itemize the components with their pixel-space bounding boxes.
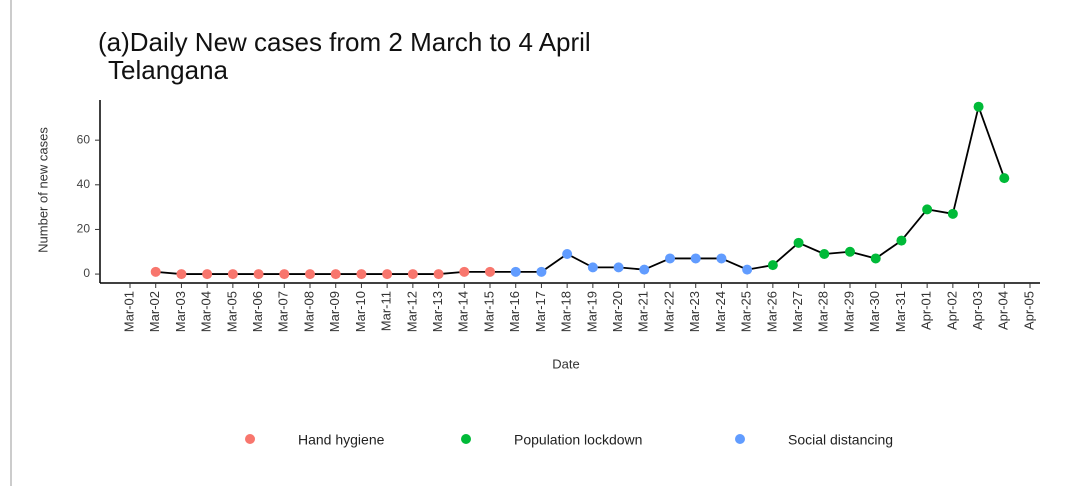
point [896, 235, 907, 246]
point [587, 262, 598, 273]
x-tick-label: Mar-31 [893, 291, 908, 332]
point [690, 253, 701, 264]
x-axis-label: Date [552, 356, 579, 371]
x-tick-label: Apr-01 [919, 291, 934, 330]
legend-label: Social distancing [788, 432, 893, 448]
point [665, 253, 675, 264]
line-segment [875, 239, 902, 260]
x-tick-label: Mar-09 [327, 291, 342, 332]
point [150, 266, 161, 277]
x-tick-label: Mar-10 [353, 291, 368, 332]
x-tick-label: Apr-03 [970, 291, 985, 330]
y-tick-label: 20 [77, 222, 91, 236]
point [613, 262, 624, 273]
legend-swatch [245, 434, 255, 444]
x-tick-label: Mar-22 [661, 291, 676, 332]
point [485, 266, 495, 277]
point [639, 264, 650, 275]
point [947, 208, 958, 219]
line-segment [951, 106, 980, 215]
x-tick-label: Mar-01 [121, 291, 136, 332]
point [253, 269, 264, 280]
x-tick-label: Mar-30 [867, 291, 882, 332]
x-tick-label: Mar-18 [559, 291, 574, 332]
point [562, 248, 573, 259]
x-tick-label: Mar-20 [610, 291, 625, 332]
point [767, 260, 778, 271]
point [305, 269, 315, 280]
x-tick-label: Mar-16 [507, 291, 522, 332]
line-segment [900, 208, 928, 242]
x-tick-label: Mar-29 [841, 291, 856, 332]
y-axis-label: Number of new cases [35, 127, 50, 253]
x-tick-label: Mar-23 [687, 291, 702, 332]
point [227, 269, 238, 280]
point [433, 269, 444, 280]
x-tick-label: Apr-05 [1021, 291, 1036, 330]
x-tick-label: Mar-26 [764, 291, 779, 332]
legend-swatch [461, 434, 471, 444]
legend-label: Hand hygiene [298, 432, 385, 448]
x-tick-label: Mar-02 [147, 291, 162, 332]
point [742, 264, 753, 275]
point [793, 237, 804, 248]
point [202, 269, 213, 280]
point [510, 266, 521, 277]
x-tick-label: Mar-04 [199, 291, 214, 332]
x-tick-label: Mar-19 [584, 291, 599, 332]
point [382, 269, 393, 280]
x-tick-label: Mar-25 [739, 291, 754, 332]
x-tick-label: Mar-08 [301, 291, 316, 332]
y-tick-label: 60 [77, 132, 91, 146]
x-tick-label: Apr-04 [996, 291, 1011, 330]
x-tick-label: Mar-03 [173, 291, 188, 332]
x-tick-label: Mar-21 [636, 291, 651, 332]
point [536, 266, 547, 277]
x-tick-label: Mar-15 [481, 291, 496, 332]
x-tick-label: Mar-24 [713, 291, 728, 332]
point [845, 246, 855, 257]
x-tick-label: Mar-27 [790, 291, 805, 332]
line-segment [772, 242, 800, 266]
x-tick-label: Mar-12 [404, 291, 419, 332]
point [356, 269, 367, 280]
chart-subtitle: Telangana [108, 55, 229, 85]
point [819, 248, 830, 259]
line-segment [977, 106, 1006, 179]
y-tick-label: 0 [83, 266, 90, 280]
y-tick-label: 40 [77, 177, 91, 191]
line-segment [540, 253, 568, 273]
x-tick-label: Mar-13 [430, 291, 445, 332]
point [973, 101, 984, 112]
point [330, 269, 341, 280]
x-tick-label: Mar-07 [276, 291, 291, 332]
x-tick-label: Mar-06 [250, 291, 265, 332]
point [407, 269, 418, 280]
point [459, 266, 470, 277]
x-tick-label: Mar-11 [379, 291, 394, 331]
legend-swatch [735, 434, 745, 444]
x-tick-label: Apr-02 [944, 291, 959, 330]
point [922, 204, 933, 215]
point [176, 269, 187, 280]
point [999, 173, 1010, 184]
point [279, 269, 290, 280]
point [716, 253, 727, 264]
x-tick-label: Mar-05 [224, 291, 239, 332]
point [870, 253, 881, 264]
legend-label: Population lockdown [514, 432, 642, 448]
x-tick-label: Mar-28 [816, 291, 831, 332]
chart-title: (a)Daily New cases from 2 March to 4 Apr… [98, 27, 591, 57]
x-tick-label: Mar-17 [533, 291, 548, 332]
x-tick-label: Mar-14 [456, 291, 471, 332]
